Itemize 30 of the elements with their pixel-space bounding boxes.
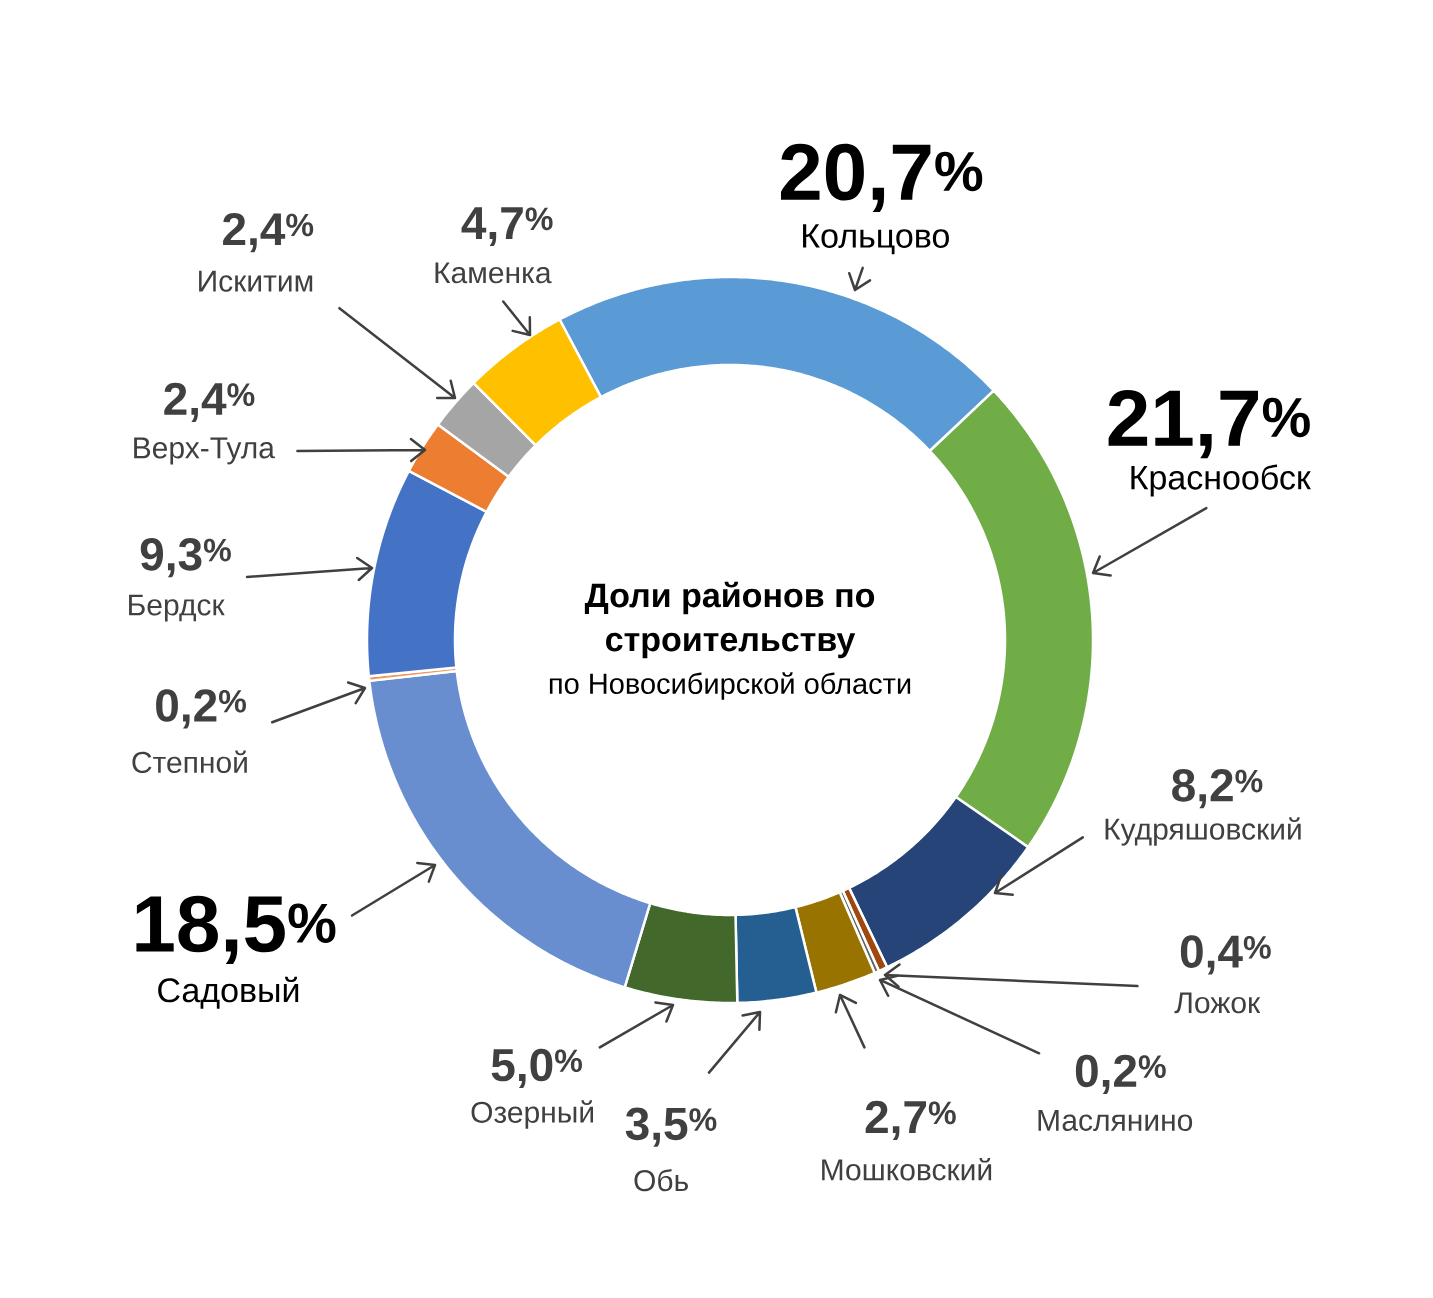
- slice-label: Каменка: [435, 262, 552, 284]
- slice-label: Садовый: [158, 976, 299, 1009]
- slice-label: Озерный: [471, 1100, 594, 1129]
- data-label: 0,2$^{%}$: [156, 689, 246, 729]
- data-label: 2,4$^{%}$: [164, 382, 255, 422]
- data-label: 9,3$^{%}$: [140, 538, 231, 578]
- slice-label: Ложок: [1174, 992, 1261, 1014]
- slice-label: Степной: [132, 750, 247, 774]
- slice-label: Кудряшовский: [1105, 817, 1301, 846]
- data-label: 8,2$^{%}$: [1172, 769, 1263, 809]
- data-label: 21,7$^{%}$: [1108, 389, 1310, 459]
- data-label: 3,5$^{%}$: [625, 1107, 717, 1147]
- slice-label: Бердск: [129, 594, 225, 622]
- slice-label: Мошковский: [822, 1157, 992, 1181]
- data-label: 2,7$^{%}$: [865, 1100, 956, 1141]
- slice-label: Искитим: [199, 270, 313, 292]
- data-label: 20,7$^{%}$: [780, 143, 983, 213]
- text: Доли районов по строительству: [584, 581, 875, 659]
- slice-label: Обь: [634, 1168, 688, 1192]
- data-label: 0,4$^{%}$: [1180, 935, 1271, 975]
- data-label: 0,2$^{%}$: [1075, 1054, 1166, 1094]
- slice-label: Маслянино: [1038, 1110, 1193, 1131]
- slice-label: Кольцово: [803, 224, 949, 255]
- data-label: 2,4$^{%}$: [223, 212, 314, 253]
- slice-label: Верх-Тула: [134, 437, 275, 465]
- slice-label: Краснообск: [1131, 464, 1311, 497]
- text: по Новосибирской области: [549, 672, 911, 700]
- data-label: 4,7$^{%}$: [461, 207, 553, 247]
- data-label: 18,5$^{%}$: [136, 895, 336, 964]
- data-label: 5,0$^{%}$: [491, 1048, 582, 1088]
